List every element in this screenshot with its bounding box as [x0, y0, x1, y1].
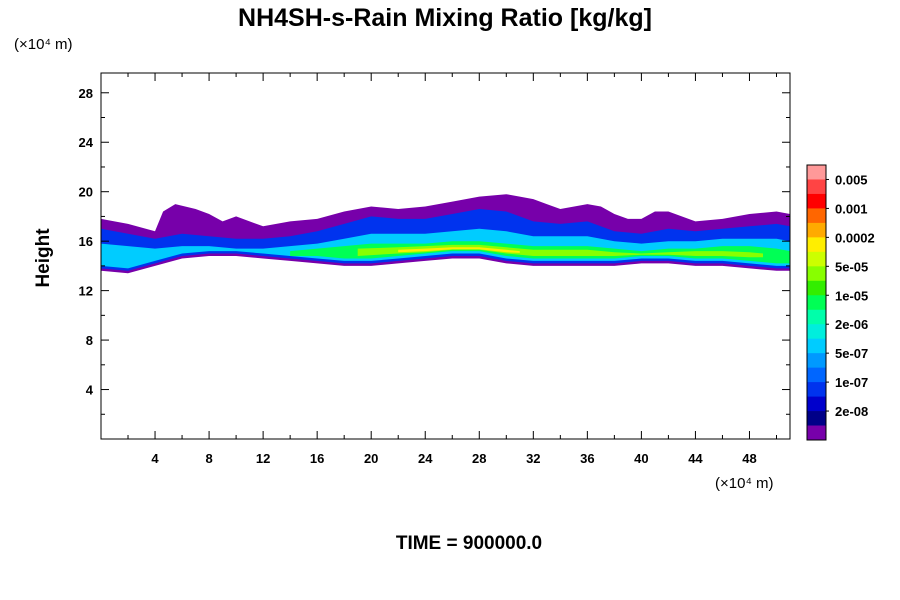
x-tick-label: 48 [742, 451, 756, 466]
x-tick-label: 44 [688, 451, 703, 466]
x-tick-label: 24 [418, 451, 433, 466]
colorbar-swatch [807, 353, 826, 369]
colorbar-swatch [807, 309, 826, 325]
x-unit-label: (×10⁴ m) [715, 475, 774, 492]
colorbar-swatch [807, 411, 826, 426]
colorbar-swatch [807, 165, 826, 180]
colorbar-swatch [807, 425, 826, 441]
colorbar-swatch [807, 193, 826, 209]
colorbar-label: 1e-05 [835, 288, 868, 303]
colorbar-label: 2e-08 [835, 404, 868, 419]
x-tick-label: 8 [205, 451, 212, 466]
y-tick-label: 20 [79, 185, 93, 200]
colorbar-label: 0.005 [835, 172, 868, 187]
x-tick-label: 36 [580, 451, 594, 466]
colorbar-swatch [807, 367, 826, 383]
colorbar-swatch [807, 222, 826, 238]
x-tick-label: 16 [310, 451, 324, 466]
x-tick-label: 32 [526, 451, 540, 466]
y-axis-label: Height [33, 228, 54, 288]
y-unit-label: (×10⁴ m) [14, 36, 73, 53]
time-label: TIME = 900000.0 [396, 533, 542, 554]
colorbar-swatch [807, 208, 826, 224]
x-tick-label: 20 [364, 451, 378, 466]
colorbar-label: 2e-06 [835, 317, 868, 332]
contour-layers [101, 194, 790, 274]
colorbar-swatch [807, 280, 826, 296]
x-tick-label: 28 [472, 451, 486, 466]
y-tick-label: 8 [86, 333, 93, 348]
x-tick-label: 4 [151, 451, 159, 466]
colorbar: 0.005 0.001 0.0002 5e-05 1e-05 2e-06 5e-07 1e-0… [806, 164, 875, 441]
colorbar-label: 1e-07 [835, 375, 868, 390]
contour-band-5e-05 [398, 247, 520, 253]
plot-frame [100, 72, 791, 440]
colorbar-swatch [807, 237, 826, 253]
colorbar-swatch [807, 179, 826, 195]
y-tick-label: 12 [79, 284, 93, 299]
y-tick-label: 24 [79, 135, 94, 150]
colorbar-swatch [807, 338, 826, 354]
y-axis: 4 8 12 16 20 24 28 [79, 86, 790, 415]
x-tick-label: 40 [634, 451, 648, 466]
colorbar-swatch [807, 251, 826, 267]
y-tick-label: 4 [86, 383, 94, 398]
colorbar-label: 5e-05 [835, 259, 868, 274]
colorbar-label: 0.0002 [835, 230, 875, 245]
colorbar-frame [806, 164, 827, 441]
colorbar-swatch [807, 396, 826, 412]
chart-title: NH4SH-s-Rain Mixing Ratio [kg/kg] [238, 4, 652, 32]
x-axis: 4 8 12 16 20 24 28 32 36 40 44 48 [127, 73, 777, 466]
colorbar-label: 5e-07 [835, 346, 868, 361]
y-tick-label: 28 [79, 86, 93, 101]
colorbar-swatch [807, 295, 826, 311]
colorbar-swatch [807, 382, 826, 397]
x-tick-label: 12 [256, 451, 270, 466]
colorbar-swatch [807, 266, 826, 282]
colorbar-label: 0.001 [835, 201, 868, 216]
colorbar-swatch [807, 324, 826, 340]
y-tick-label: 16 [79, 234, 93, 249]
